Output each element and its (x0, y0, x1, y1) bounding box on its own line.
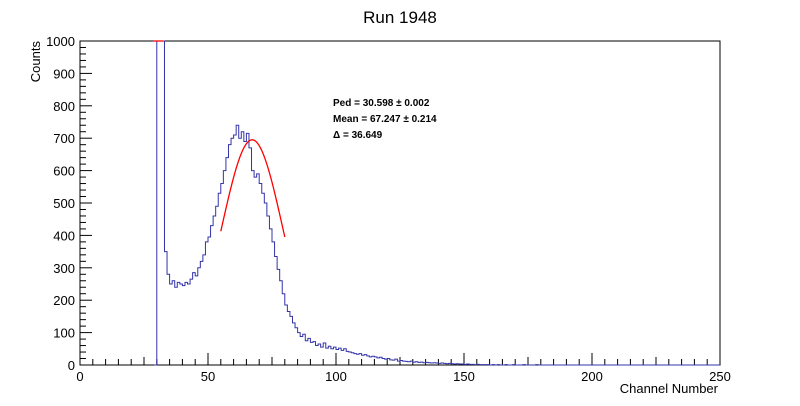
y-axis-title: Counts (28, 41, 43, 83)
x-tick-label: 100 (325, 369, 347, 384)
x-axis-title: Channel Number (620, 381, 719, 396)
y-tick-label: 0 (68, 358, 75, 373)
y-tick-label: 300 (53, 261, 75, 276)
y-tick-label: 500 (53, 196, 75, 211)
x-tick-label: 150 (453, 369, 475, 384)
x-tick-label: 200 (581, 369, 603, 384)
axis-tick-labels: 0 50 100 150 200 250 0 100 200 300 400 500 600 700 800… (46, 34, 731, 384)
signal-fit-curve (220, 139, 286, 238)
axis-ticks (79, 40, 721, 366)
y-tick-label: 600 (53, 164, 75, 179)
x-tick-label: 50 (201, 369, 215, 384)
y-tick-label: 800 (53, 99, 75, 114)
y-tick-label: 1000 (46, 34, 75, 49)
y-tick-label: 400 (53, 228, 75, 243)
plot-frame (79, 40, 721, 366)
y-tick-label: 900 (53, 66, 75, 81)
y-tick-label: 700 (53, 131, 75, 146)
stat-ped: Ped = 30.598 ± 0.002 (333, 98, 430, 109)
stat-mean: Mean = 67.247 ± 0.214 (333, 114, 437, 125)
x-tick-label: 0 (76, 369, 83, 384)
histogram-series (154, 40, 720, 366)
x-tick-label: 250 (709, 369, 731, 384)
y-tick-label: 200 (53, 293, 75, 308)
stat-delta: Δ = 36.649 (333, 130, 383, 141)
y-tick-label: 100 (53, 326, 75, 341)
chart-title: Run 1948 (363, 8, 437, 27)
